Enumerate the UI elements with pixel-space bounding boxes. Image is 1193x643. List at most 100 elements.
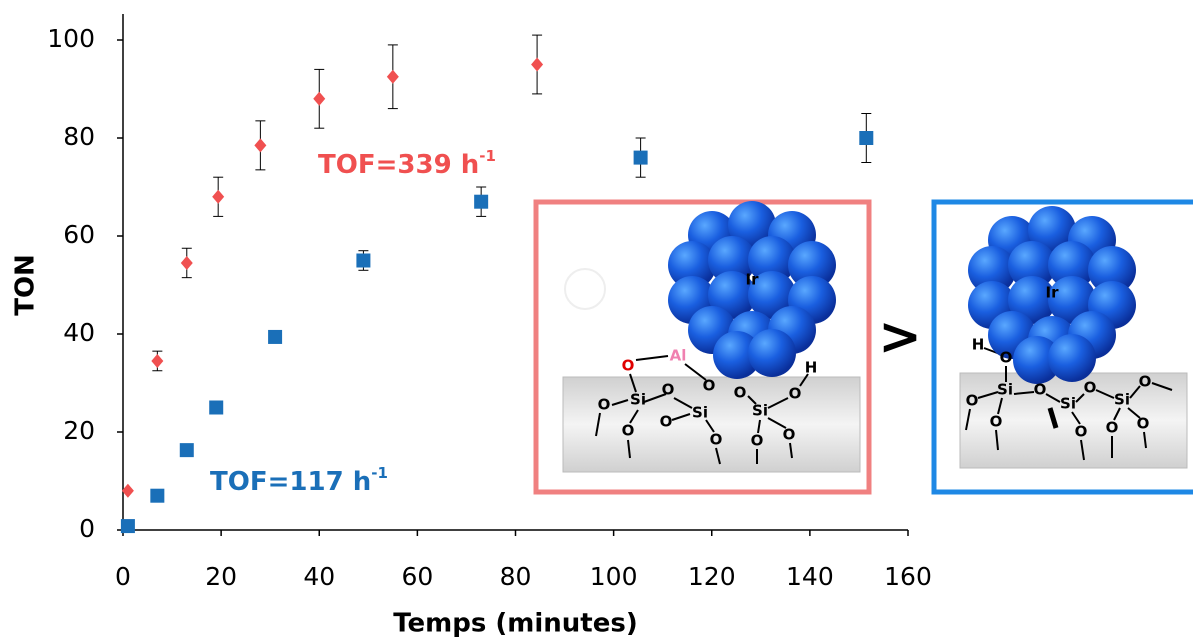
x-axis-label: Temps (minutes) <box>393 609 637 639</box>
marker <box>531 57 544 72</box>
atom-label: O <box>1137 415 1150 433</box>
ir-atom <box>1048 334 1096 382</box>
ir-atom <box>1013 336 1061 384</box>
x-tick-label: 80 <box>500 562 532 591</box>
ir-atom <box>788 241 836 289</box>
marker <box>859 131 874 145</box>
ir-atom <box>1048 276 1096 324</box>
marker <box>356 253 371 268</box>
atom-label: Si <box>752 402 768 420</box>
ir-cluster-left <box>668 201 836 379</box>
annotation: TOF=117 h-1 <box>210 464 388 497</box>
atom-label: O <box>1034 381 1047 399</box>
y-tick-label: 0 <box>79 514 95 543</box>
marker <box>150 488 165 503</box>
ir-atom <box>668 241 716 289</box>
annotation-text: TOF=339 h <box>318 150 479 180</box>
marker <box>212 189 225 204</box>
atom-label: O <box>710 431 723 449</box>
atom-label: O <box>1106 419 1119 437</box>
atom-label: O <box>622 357 635 375</box>
x-tick-label: 100 <box>590 562 638 591</box>
annotation: TOF=339 h-1 <box>318 147 496 180</box>
atom-label: H <box>972 336 985 354</box>
x-tick-label: 120 <box>688 562 736 591</box>
marker <box>121 483 134 498</box>
atom-label: O <box>662 381 675 399</box>
marker <box>633 150 648 165</box>
atom-label: O <box>1139 373 1152 391</box>
atom-label: Si <box>997 381 1013 399</box>
atom-label: O <box>598 396 611 414</box>
ir-atom <box>708 271 756 319</box>
atom-label: O <box>1000 349 1013 367</box>
atom-label: Al <box>670 347 687 365</box>
ir-atom <box>748 236 796 284</box>
y-axis-label: TON <box>11 254 41 316</box>
marker <box>179 443 194 458</box>
ir-atom <box>1048 241 1096 289</box>
bonds-right <box>965 347 1173 461</box>
atom-label: O <box>660 413 673 431</box>
annotation-text: TOF=117 h <box>210 467 371 497</box>
ir-atom <box>1008 276 1056 324</box>
x-tick-label: 160 <box>884 562 932 591</box>
atom-label: Ir <box>1046 284 1060 302</box>
x-tick-label: 20 <box>205 562 237 591</box>
x-tick-label: 60 <box>401 562 433 591</box>
marker <box>151 353 164 368</box>
y-tick-label: 20 <box>63 416 95 445</box>
frame-right <box>931 199 1193 495</box>
ir-cluster-right <box>968 206 1136 384</box>
marker <box>254 138 267 153</box>
atom-label: Si <box>692 404 708 422</box>
comparison-sign: > <box>878 307 922 367</box>
atom-label: O <box>622 422 635 440</box>
atom-label: O <box>966 392 979 410</box>
ir-atom <box>748 271 796 319</box>
x-tick-label: 0 <box>115 562 131 591</box>
y-tick-label: 100 <box>47 24 95 53</box>
ir-atom <box>1088 246 1136 294</box>
empty-site <box>564 268 606 310</box>
annotation-sup: -1 <box>371 464 388 482</box>
marker <box>180 255 193 270</box>
x-tick-label: 140 <box>786 562 834 591</box>
ir-atom <box>708 236 756 284</box>
marker <box>313 91 326 106</box>
ir-atom <box>713 331 761 379</box>
y-tick-label: 60 <box>63 220 95 249</box>
support-right <box>959 372 1188 469</box>
atom-label: O <box>751 432 764 450</box>
ir-atom <box>968 246 1016 294</box>
ir-atom <box>1008 241 1056 289</box>
annotation-sup: -1 <box>479 147 496 165</box>
atom-label: Si <box>1114 391 1130 409</box>
atom-label: O <box>789 385 802 403</box>
atom-label: Si <box>630 391 646 409</box>
atom-label: Si <box>1060 395 1076 413</box>
ir-atom <box>748 329 796 377</box>
marker <box>386 69 399 84</box>
plot-area: 0 20 40 60 80 100 0 20 40 60 80 100 120 140 160 Temps (… <box>11 14 932 639</box>
atom-label: O <box>1075 423 1088 441</box>
marker <box>120 519 135 534</box>
y-tick-label: 80 <box>63 122 95 151</box>
bonds-left <box>595 355 809 465</box>
x-tick-label: 40 <box>303 562 335 591</box>
marker <box>209 400 224 415</box>
atom-label: O <box>703 377 716 395</box>
atom-label: H <box>805 359 818 377</box>
marker <box>474 194 489 209</box>
ir-atom <box>1028 206 1076 254</box>
ir-atom <box>728 201 776 249</box>
atom-label: O <box>734 384 747 402</box>
atom-label: O <box>783 426 796 444</box>
frame-left <box>533 199 872 495</box>
atom-label: O <box>1084 379 1097 397</box>
atom-label: O <box>990 413 1003 431</box>
support-left <box>562 376 861 473</box>
y-tick-label: 40 <box>63 318 95 347</box>
